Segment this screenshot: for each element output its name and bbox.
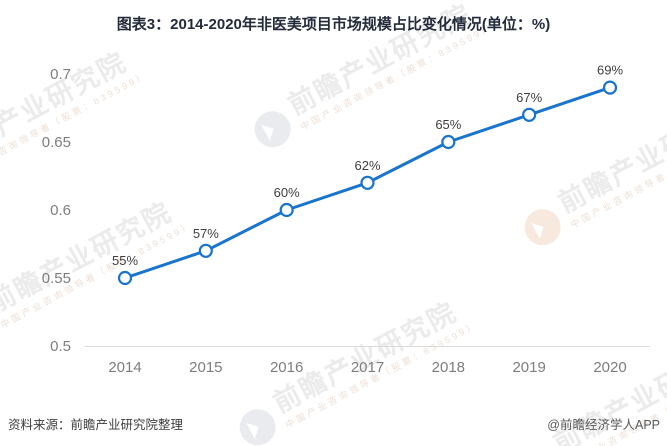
x-tick-label: 2017 [351,359,384,376]
point-label: 62% [354,158,380,173]
data-point [198,243,213,258]
point-label: 57% [193,226,219,241]
x-tick-label: 2018 [432,359,465,376]
y-tick-label: 0.5 [50,338,71,355]
chart-title: 图表3：2014-2020年非医美项目市场规模占比变化情况(单位：%) [116,16,551,33]
point-label: 60% [274,185,300,200]
y-tick-label: 0.7 [50,66,71,83]
y-tick-label: 0.65 [42,134,71,151]
data-point [441,134,456,150]
data-point [360,175,375,190]
source-note: 资料来源：前瞻产业研究院整理 [8,418,184,432]
point-label: 69% [597,63,623,78]
data-point [279,202,294,218]
x-tick-label: 2016 [270,359,303,376]
data-point [522,107,537,122]
credit-note: @前瞻经济学人APP [547,418,660,432]
x-tick-label: 2020 [593,359,626,376]
data-point [117,270,133,286]
y-tick-label: 0.6 [50,202,71,219]
point-label: 65% [435,117,461,132]
x-tick-label: 2014 [108,359,141,376]
data-point [602,80,618,95]
point-label: 67% [516,90,542,105]
x-tick-label: 2019 [512,359,545,376]
y-tick-label: 0.55 [42,270,71,287]
point-label: 55% [112,253,138,268]
x-tick-label: 2015 [189,359,222,376]
